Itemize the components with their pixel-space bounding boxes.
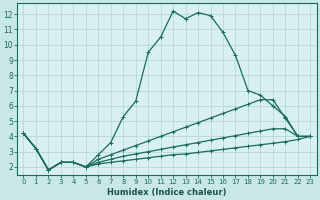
X-axis label: Humidex (Indice chaleur): Humidex (Indice chaleur) <box>107 188 227 197</box>
